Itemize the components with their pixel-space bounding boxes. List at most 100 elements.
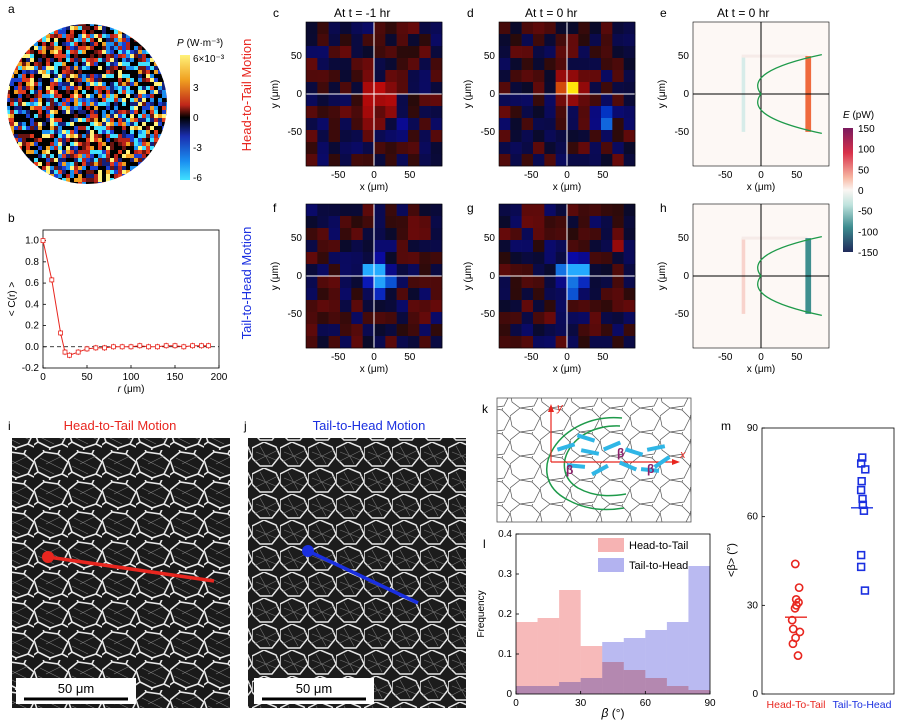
power-pixel xyxy=(62,86,66,90)
motion-start-dot xyxy=(42,551,54,563)
heatmap-cell xyxy=(510,264,522,277)
power-pixel xyxy=(46,54,50,58)
power-pixel xyxy=(154,126,158,130)
power-pixel xyxy=(50,86,54,90)
heatmap-cell xyxy=(340,276,352,289)
power-pixel xyxy=(122,106,126,110)
y-tick-label: 50 xyxy=(484,51,496,62)
heatmap-cell xyxy=(567,312,579,325)
beta-label: β xyxy=(617,446,624,460)
power-pixel xyxy=(94,122,98,126)
power-pixel xyxy=(50,46,54,50)
heatmap-cell xyxy=(430,216,443,229)
power-pixel xyxy=(110,70,114,74)
power-pixel xyxy=(122,54,126,58)
y-axis-label: y (μm) xyxy=(657,80,668,109)
orientation-bar xyxy=(653,455,671,469)
heatmap-cell xyxy=(419,94,431,107)
heatmap-cell xyxy=(396,288,409,301)
heatmap-cell xyxy=(374,70,386,83)
heatmap-cell xyxy=(374,216,386,229)
power-pixel xyxy=(50,70,54,74)
heatmap-cell xyxy=(374,58,386,71)
power-pixel xyxy=(106,126,110,130)
power-pixel xyxy=(162,86,166,90)
heatmap-cell xyxy=(396,324,409,337)
data-point xyxy=(856,562,866,572)
y-tick-label: 0.8 xyxy=(25,257,39,268)
power-pixel xyxy=(106,62,110,66)
heatmap-cell xyxy=(533,240,545,253)
power-pixel xyxy=(142,58,146,62)
power-pixel xyxy=(118,130,122,134)
power-pixel xyxy=(26,54,30,58)
heatmap-cell xyxy=(544,154,556,167)
panel-j-title: Tail-to-Head Motion xyxy=(313,418,426,433)
power-pixel xyxy=(38,158,42,162)
heatmap-cell xyxy=(623,154,636,167)
power-pixel xyxy=(114,162,118,166)
cell-polygons xyxy=(497,398,691,522)
power-pixel xyxy=(82,26,86,30)
heatmap-cell xyxy=(555,82,568,95)
heatmap-cell xyxy=(589,142,602,155)
heatmap-cell xyxy=(533,216,545,229)
heatmap-cell xyxy=(351,58,363,71)
heatmap-cell xyxy=(521,312,534,325)
power-pixel xyxy=(62,178,66,182)
data-point xyxy=(58,330,63,336)
heatmap-cell xyxy=(306,70,318,83)
data-point xyxy=(102,345,107,351)
power-pixel xyxy=(150,98,154,102)
heatmap-cell xyxy=(612,276,624,289)
power-pixel xyxy=(138,74,142,78)
heatmap-cell xyxy=(612,22,624,35)
power-pixel xyxy=(66,42,70,46)
power-pixel xyxy=(110,86,114,90)
heatmap-cell xyxy=(544,324,556,337)
y-tick-label: 50 xyxy=(678,51,690,62)
power-pixel xyxy=(46,70,50,74)
power-pixel xyxy=(114,70,118,74)
heatmap-cell xyxy=(408,154,420,167)
power-pixel xyxy=(126,66,130,70)
panel-d-letter: d xyxy=(467,6,474,20)
power-pixel xyxy=(82,74,86,78)
power-pixel xyxy=(82,66,86,70)
heatmap-cell xyxy=(499,288,511,301)
heatmap-cell xyxy=(408,130,420,143)
power-pixel xyxy=(90,174,94,178)
heatmap-cell xyxy=(351,46,363,59)
data-point xyxy=(119,344,125,350)
row-label-tail-to-head: Tail-to-Head Motion xyxy=(239,227,254,340)
power-pixel xyxy=(62,126,66,130)
power-pixel xyxy=(74,66,78,70)
heatmap-cell xyxy=(340,336,352,349)
power-pixel xyxy=(110,114,114,118)
power-pixel xyxy=(150,138,154,142)
legend-swatch xyxy=(598,558,624,572)
power-pixel xyxy=(122,126,126,130)
power-pixel xyxy=(114,66,118,70)
power-pixel xyxy=(94,138,98,142)
power-pixel xyxy=(18,126,22,130)
power-pixel xyxy=(90,90,94,94)
power-pixel xyxy=(78,54,82,58)
heatmap-cell xyxy=(510,312,522,325)
power-pixel xyxy=(30,130,34,134)
heatmap-cell xyxy=(612,34,624,47)
cell-outline-curve xyxy=(757,53,822,135)
power-pixel xyxy=(66,166,70,170)
power-pixel xyxy=(94,38,98,42)
power-pixel xyxy=(50,118,54,122)
power-pixel xyxy=(22,74,26,78)
power-pixel xyxy=(26,66,30,70)
power-pixel xyxy=(22,62,26,66)
power-pixel xyxy=(50,126,54,130)
data-point xyxy=(858,494,867,504)
power-pixel xyxy=(150,122,154,126)
power-pixel xyxy=(122,122,126,126)
power-pixel xyxy=(54,66,58,70)
